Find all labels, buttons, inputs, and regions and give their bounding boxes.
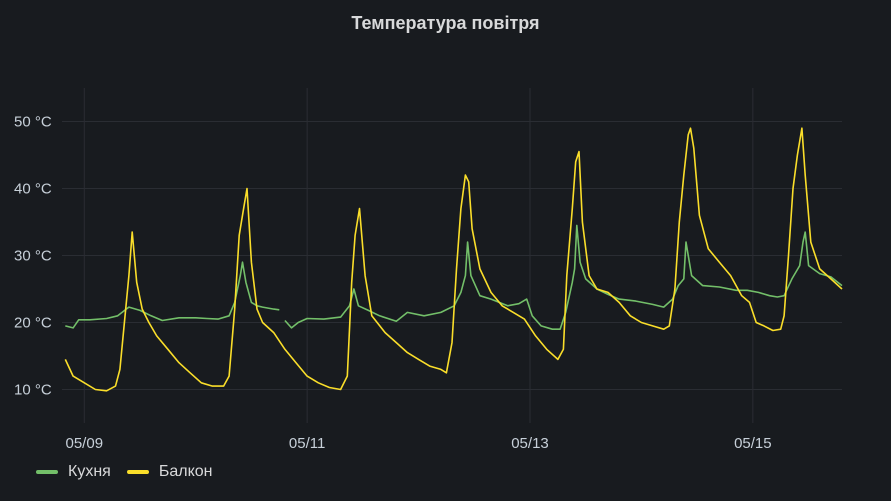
x-tick-label: 05/09 [66, 435, 104, 452]
x-tick-label: 05/13 [511, 435, 549, 452]
y-tick-label: 10 °C [14, 382, 52, 399]
series-lines [64, 127, 843, 392]
legend-label-kitchen: Кухня [68, 463, 111, 480]
y-tick-label: 30 °C [14, 248, 52, 265]
x-tick-label: 05/11 [289, 435, 325, 452]
series-line-balcony[interactable] [64, 127, 843, 392]
legend-label-balcony: Балкон [158, 463, 213, 480]
chart-title: Температура повітря [351, 13, 540, 33]
legend-swatch-balcony [126, 470, 149, 474]
legend: Кухня Балкон [36, 463, 212, 481]
y-tick-label: 50 °C [14, 114, 52, 131]
legend-item-balcony[interactable]: Балкон [126, 463, 213, 481]
grid-lines [62, 88, 842, 423]
y-tick-label: 40 °C [14, 181, 52, 198]
legend-swatch-kitchen [36, 470, 58, 474]
series-line-kitchen[interactable] [65, 224, 843, 330]
y-tick-label: 20 °C [14, 315, 52, 332]
y-axis-ticks: 10 °C 20 °C 30 °C 40 °C 50 °C [14, 114, 52, 399]
x-tick-label: 05/15 [734, 435, 772, 452]
legend-item-kitchen[interactable]: Кухня [36, 463, 111, 481]
x-axis-ticks: 05/09 05/11 05/13 05/15 [66, 435, 772, 452]
